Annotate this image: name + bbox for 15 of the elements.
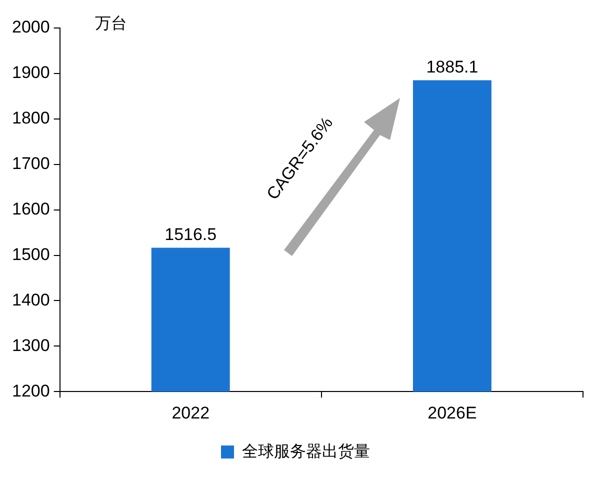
- data-label: 1885.1: [426, 57, 478, 76]
- legend-label: 全球服务器出货量: [242, 442, 370, 460]
- y-axis-title: 万台: [94, 14, 127, 32]
- y-tick-label: 1400: [12, 290, 50, 310]
- y-tick-label: 1800: [12, 108, 50, 128]
- y-tick-label: 1500: [12, 244, 50, 264]
- y-tick-label: 1900: [12, 63, 50, 82]
- y-tick-label: 2000: [12, 18, 50, 37]
- y-tick-label: 1700: [12, 154, 50, 174]
- y-tick-label: 1300: [12, 336, 50, 355]
- data-label: 1516.5: [164, 224, 217, 244]
- y-tick-label: 1200: [12, 381, 50, 400]
- x-tick-label: 2022: [172, 403, 210, 422]
- y-tick-label: 1600: [12, 199, 50, 218]
- x-tick-label: 2026E: [428, 403, 477, 422]
